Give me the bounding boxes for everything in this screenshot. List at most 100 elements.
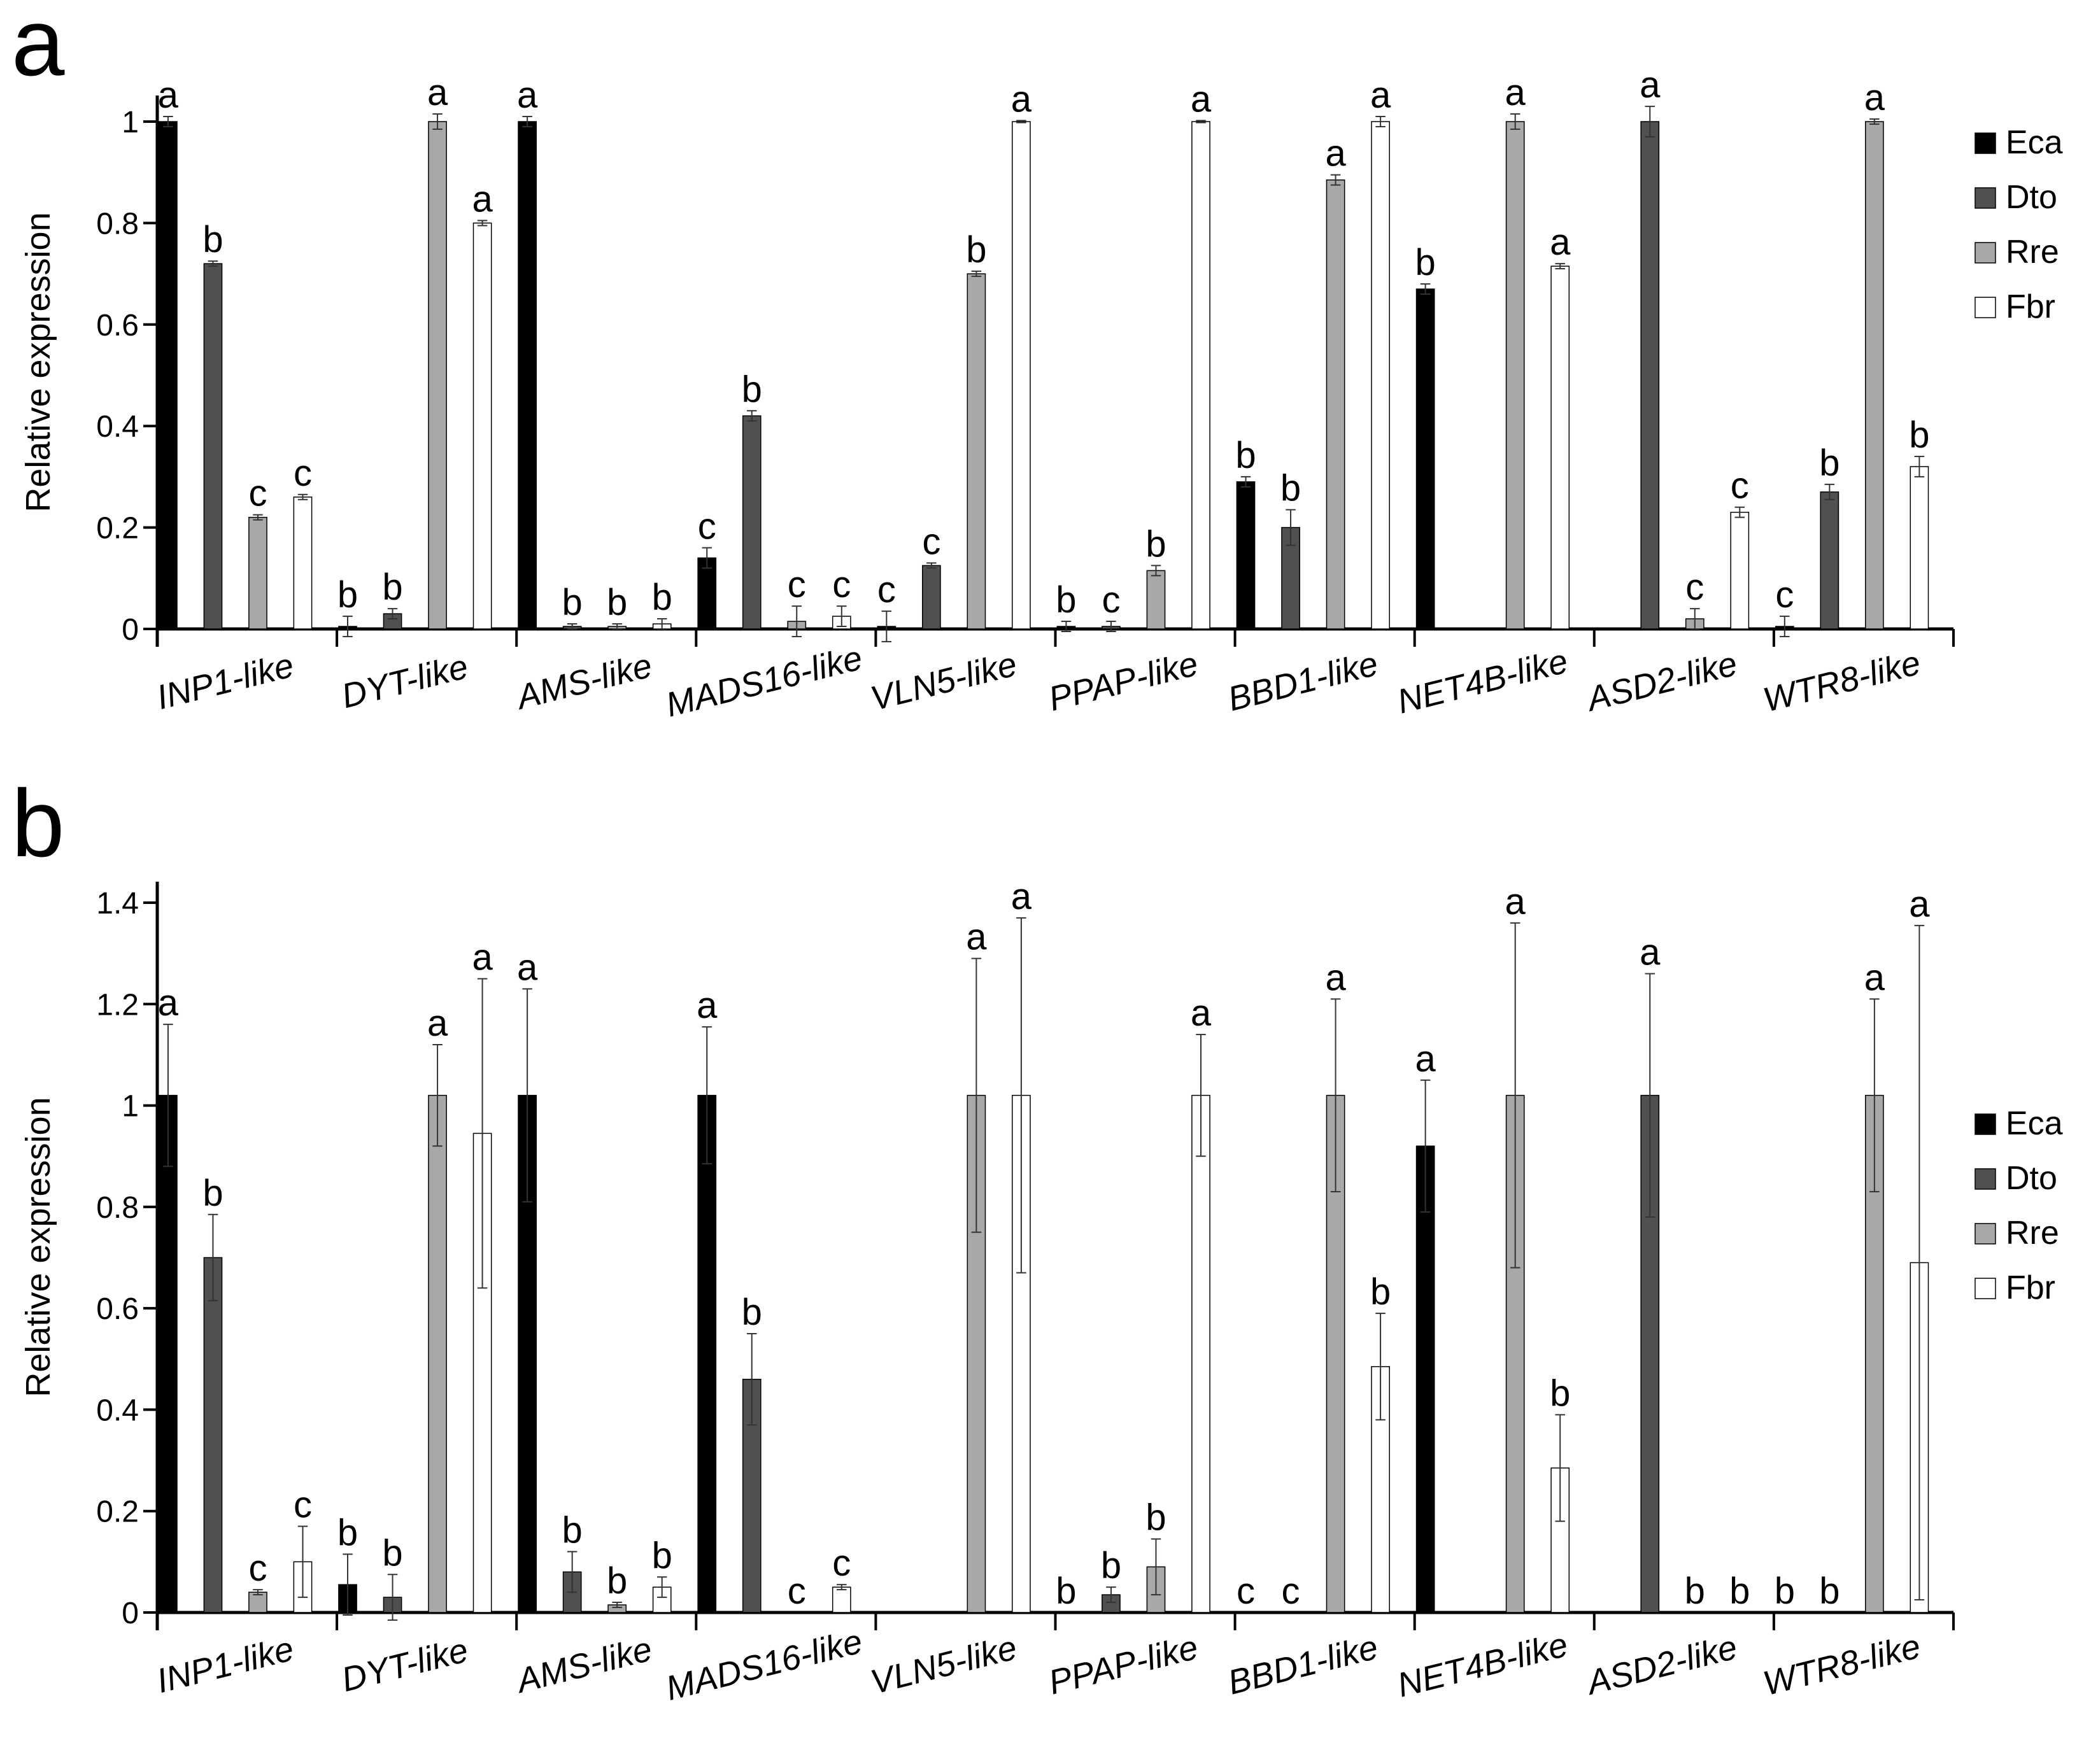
- y-tick-label: 0.4: [96, 410, 139, 444]
- significance-letter: a: [472, 178, 493, 220]
- legend-label: Fbr: [2006, 1269, 2055, 1306]
- y-tick-label: 0.6: [96, 309, 139, 342]
- gene-suffix: -like: [585, 1630, 656, 1682]
- x-tick-label: VLN5-like: [867, 645, 1021, 718]
- gene-suffix: -like: [1131, 1628, 1202, 1681]
- significance-letter: a: [1505, 72, 1526, 113]
- gene-suffix: -like: [1501, 642, 1572, 694]
- legend-swatch-dto: [1974, 187, 1996, 209]
- gene-suffix: -like: [950, 645, 1021, 697]
- legend-swatch-fbr: [1974, 1278, 1996, 1299]
- chart-panel-b: b Relative expression 0 0.2 0.4 0.6 0.8 1 1.2 1.4…: [11, 770, 2063, 1708]
- x-tick-label: PPAP-like: [1045, 1628, 1202, 1702]
- significance-letter: c: [1237, 1570, 1255, 1612]
- bar-dto: [1281, 526, 1300, 630]
- bar-dto: [1640, 121, 1660, 630]
- significance-letter: b: [202, 1173, 223, 1214]
- significance-letter: b: [742, 369, 762, 410]
- significance-letter: c: [698, 505, 716, 547]
- significance-letter: a: [158, 74, 179, 116]
- x-tick-label: BBD1-like: [1224, 1628, 1382, 1702]
- bar-dto: [1820, 491, 1840, 630]
- gene-suffix: -like: [227, 1630, 298, 1682]
- x-tick-label: AMS-like: [511, 646, 656, 717]
- significance-letter: b: [1280, 468, 1301, 509]
- legend-swatch-dto: [1974, 1168, 1996, 1190]
- significance-letter: a: [427, 1003, 448, 1044]
- significance-letter: a: [1640, 64, 1661, 106]
- y-tick-label: 1.4: [96, 887, 139, 921]
- significance-letter: b: [1415, 242, 1435, 283]
- significance-letter: c: [1775, 574, 1794, 616]
- significance-letter: c: [1731, 465, 1749, 507]
- legend-label: Eca: [2006, 1105, 2063, 1142]
- significance-letter: c: [832, 1542, 851, 1584]
- y-tick-label: 1: [122, 106, 139, 139]
- gene-name: BBD1: [1224, 660, 1321, 718]
- x-tick-label: MADS16-like: [662, 639, 866, 724]
- gene-name: VLN5: [867, 1644, 960, 1702]
- significance-letter: a: [1325, 133, 1346, 174]
- significance-letter: b: [1819, 1570, 1840, 1612]
- significance-letter: b: [1056, 1570, 1076, 1612]
- gene-suffix: -like: [796, 1622, 867, 1674]
- gene-suffix: -like: [1854, 644, 1925, 696]
- legend-swatch-eca: [1974, 132, 1996, 154]
- bar-rre: [967, 273, 986, 630]
- significance-letter: b: [1685, 1570, 1705, 1612]
- legend-label: Rre: [2006, 234, 2059, 271]
- significance-letter: c: [1102, 579, 1120, 621]
- y-tick-label: 1.2: [96, 988, 139, 1022]
- gene-name: NET4B: [1394, 1641, 1510, 1704]
- significance-letter: a: [517, 947, 538, 988]
- panel-label: b: [11, 770, 64, 877]
- gene-suffix: -like: [1501, 1625, 1572, 1677]
- y-tick-label: 0.2: [96, 1495, 139, 1529]
- significance-letter: b: [1056, 579, 1076, 621]
- gene-name: MADS16: [662, 1637, 805, 1708]
- significance-letter: b: [1819, 442, 1840, 484]
- significance-letter: c: [832, 564, 851, 605]
- y-tick-label: 1: [122, 1090, 139, 1124]
- gene-suffix: -like: [1131, 645, 1202, 697]
- x-tick-label: ASD2-like: [1582, 1628, 1741, 1702]
- significance-letter: a: [697, 985, 718, 1026]
- bar-fbr: [472, 222, 492, 630]
- bar-rre: [428, 1094, 447, 1613]
- bar-eca: [1415, 288, 1435, 630]
- significance-letter: c: [1685, 567, 1704, 608]
- gene-suffix: -like: [1671, 644, 1741, 696]
- legend-label: Eca: [2006, 124, 2063, 161]
- gene-name: VLN5: [867, 660, 960, 718]
- y-tick-label: 0: [122, 613, 139, 647]
- bar-rre: [1865, 121, 1884, 630]
- significance-letter: b: [337, 1512, 358, 1553]
- x-tick-label: INP1-like: [153, 646, 297, 717]
- significance-letter: a: [1909, 884, 1930, 925]
- significance-letter: b: [562, 582, 583, 623]
- gene-name: PPAP: [1045, 1643, 1140, 1702]
- significance-letter: c: [294, 453, 312, 494]
- gene-suffix: -like: [1854, 1627, 1925, 1679]
- significance-letter: c: [788, 1570, 806, 1612]
- significance-letter: a: [1011, 78, 1032, 120]
- significance-letter: b: [1909, 414, 1929, 456]
- significance-letter: a: [966, 917, 987, 958]
- significance-letter: b: [607, 1560, 627, 1602]
- gene-name: AMS: [511, 1645, 595, 1700]
- significance-letter: a: [1191, 992, 1212, 1034]
- bar-fbr: [1191, 1094, 1210, 1613]
- significance-letter: b: [1729, 1570, 1750, 1612]
- y-tick-label: 0.2: [96, 512, 139, 546]
- bar-eca: [1236, 481, 1256, 630]
- gene-name: ASD2: [1582, 660, 1680, 719]
- significance-letter: b: [607, 582, 627, 623]
- bar-fbr: [1550, 265, 1570, 630]
- significance-letter: a: [1370, 74, 1391, 116]
- y-tick-label: 0.4: [96, 1394, 139, 1427]
- legend-swatch-rre: [1974, 1223, 1996, 1245]
- gene-name: ASD2: [1582, 1643, 1680, 1702]
- bar-fbr: [1371, 121, 1390, 630]
- significance-letter: a: [1550, 222, 1571, 263]
- panel-label: a: [11, 0, 65, 95]
